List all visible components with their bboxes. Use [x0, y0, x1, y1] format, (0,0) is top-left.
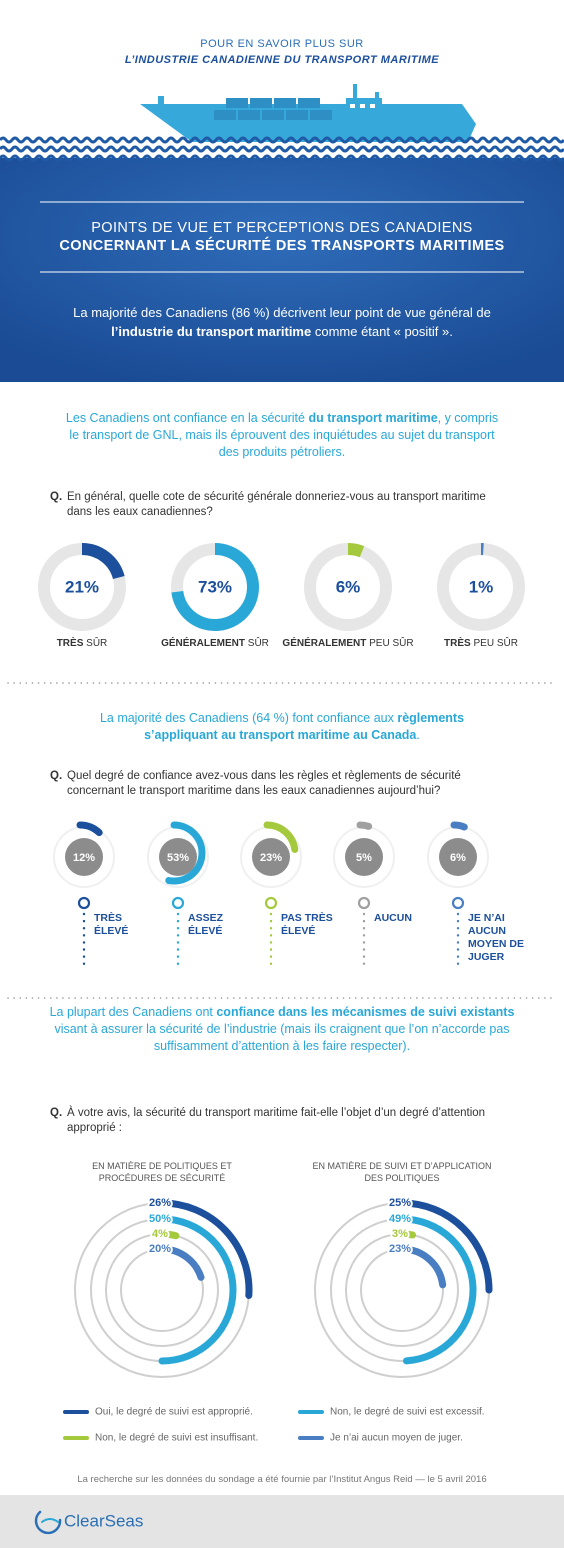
- arc-disc: [345, 838, 383, 876]
- ring-value: 49%: [389, 1213, 411, 1225]
- category-label: TRÈS PEU SÛR: [444, 636, 518, 649]
- gauge-value: 6%: [336, 577, 361, 596]
- ring-value: 50%: [149, 1213, 171, 1225]
- panel-title: EN MATIÈRE DE SUIVI ET D’APPLICATION DES…: [312, 1161, 492, 1183]
- wave: [0, 136, 564, 144]
- banner-text: La majorité des Canadiens (86 %) décrive…: [42, 303, 522, 341]
- ring-value: 20%: [149, 1243, 171, 1255]
- gauge-arc: [347, 543, 365, 558]
- category-label: AUCUN: [374, 912, 412, 924]
- section-intro: La plupart des Canadiens ont confiance d…: [32, 1004, 532, 1055]
- arc-value: 5%: [356, 852, 372, 864]
- category-label: ASSEZ ÉLEVÉ: [188, 912, 224, 937]
- question-text: Quel degré de confiance avez-vous dans l…: [67, 770, 461, 797]
- gauge-arc: [81, 543, 125, 580]
- bullet: [451, 896, 465, 910]
- banner-title: CONCERNANT LA SÉCURITÉ DES TRANSPORTS MA…: [59, 238, 505, 254]
- wave: [0, 154, 564, 162]
- text-run: comme étant « positif ».: [311, 324, 453, 339]
- ring-arc: [398, 1245, 447, 1289]
- ring-arc: [398, 1215, 477, 1365]
- ring-value: 23%: [389, 1243, 411, 1255]
- footer-band: [0, 1495, 564, 1548]
- question-text: À votre avis, la sécurité du transport m…: [67, 1107, 486, 1134]
- arc: [76, 821, 103, 837]
- bullet: [264, 896, 278, 910]
- gauge-arc: [171, 543, 259, 631]
- category-label: JE N’AI AUCUN MOYEN DE JUGER: [468, 912, 525, 963]
- emphasis: règlements s’appliquant au transport mar…: [144, 711, 465, 742]
- ring-arc: [398, 1230, 416, 1239]
- gauge-value: 21%: [65, 577, 99, 596]
- text-run: La majorité des Canadiens (86 %) décrive…: [73, 305, 491, 320]
- legend-label: Oui, le degré de suivi est approprié.: [95, 1407, 253, 1418]
- arc-disc: [159, 838, 197, 876]
- text-run: .: [416, 728, 420, 742]
- question-marker: Q.: [50, 770, 63, 782]
- ring-value: 4%: [152, 1228, 168, 1240]
- gauge-value: 1%: [469, 577, 494, 596]
- question: Q. À votre avis, la sécurité du transpor…: [50, 1106, 510, 1136]
- category-label: PAS TRÈS ÉLEVÉ: [281, 912, 333, 937]
- emphasis: du transport maritime: [308, 411, 438, 425]
- logo-mark: [34, 1510, 62, 1535]
- ring-value: 25%: [389, 1197, 411, 1209]
- ring-arc: [158, 1215, 237, 1365]
- section-intro: Les Canadiens ont confiance en la sécuri…: [62, 410, 502, 461]
- arc: [450, 821, 468, 831]
- logo-text: ClearSeas: [64, 1511, 143, 1530]
- ring-arc: [398, 1199, 493, 1294]
- emphasis: confiance dans les mécanismes de suivi e…: [216, 1005, 515, 1019]
- ring-value: 26%: [149, 1197, 171, 1209]
- text-run: , y compris le transport de GNL, mais il…: [69, 411, 499, 459]
- legend-label: Non, le degré de suivi est excessif.: [330, 1407, 485, 1418]
- ring-arc: [158, 1245, 205, 1281]
- wave: [0, 145, 564, 153]
- bullet: [171, 896, 185, 910]
- ship: [140, 84, 476, 142]
- question-marker: Q.: [50, 1107, 63, 1119]
- source-note: La recherche sur les données du sondage …: [77, 1474, 487, 1485]
- banner-subtitle: POINTS DE VUE ET PERCEPTIONS DES CANADIE…: [91, 220, 473, 236]
- text-run: Les Canadiens ont confiance en la sécuri…: [65, 411, 309, 425]
- arc: [263, 821, 299, 853]
- gauge-value: 73%: [198, 577, 232, 596]
- ring-value: 3%: [392, 1228, 408, 1240]
- question: Q. Quel degré de confiance avez-vous dan…: [50, 769, 510, 799]
- arc: [165, 821, 206, 885]
- arc-disc: [252, 838, 290, 876]
- arc: [356, 821, 373, 830]
- question: Q. En général, quelle cote de sécurité g…: [50, 490, 510, 520]
- legend-label: Je n’ai aucun moyen de juger.: [330, 1433, 463, 1444]
- waves: [0, 136, 564, 162]
- emphasis: l’industrie du transport maritime: [111, 324, 312, 339]
- arc-value: 53%: [167, 852, 189, 864]
- question-marker: Q.: [50, 491, 63, 503]
- category-label: GÉNÉRALEMENT PEU SÛR: [282, 636, 413, 649]
- text-run: La plupart des Canadiens ont: [49, 1005, 217, 1019]
- bullet: [77, 896, 91, 910]
- category-label: GÉNÉRALEMENT SÛR: [161, 636, 269, 649]
- arc-value: 23%: [260, 852, 282, 864]
- panel-title: EN MATIÈRE DE POLITIQUES ET PROCÉDURES D…: [92, 1161, 232, 1183]
- text-run: La majorité des Canadiens (64 %) font co…: [99, 711, 398, 725]
- arc-value: 12%: [73, 852, 95, 864]
- arc-value: 6%: [450, 852, 466, 864]
- ring-arc: [158, 1199, 253, 1299]
- arc-disc: [65, 838, 103, 876]
- legend-label: Non, le degré de suivi est insuffisant.: [95, 1433, 258, 1444]
- ring-arc: [158, 1230, 180, 1240]
- banner-background: [0, 158, 564, 382]
- header-kicker: POUR EN SAVOIR PLUS SUR: [200, 38, 364, 50]
- category-label: TRÈS ÉLEVÉ: [94, 912, 129, 937]
- category-label: TRÈS SÛR: [57, 636, 108, 649]
- bullet: [357, 896, 371, 910]
- arc-disc: [439, 838, 477, 876]
- section-intro: La majorité des Canadiens (64 %) font co…: [62, 710, 502, 744]
- header-title: L’INDUSTRIE CANADIENNE DU TRANSPORT MARI…: [124, 54, 440, 66]
- text-run: visant à assurer la sécurité de l’indust…: [54, 1022, 510, 1053]
- question-text: En général, quelle cote de sécurité géné…: [67, 491, 486, 518]
